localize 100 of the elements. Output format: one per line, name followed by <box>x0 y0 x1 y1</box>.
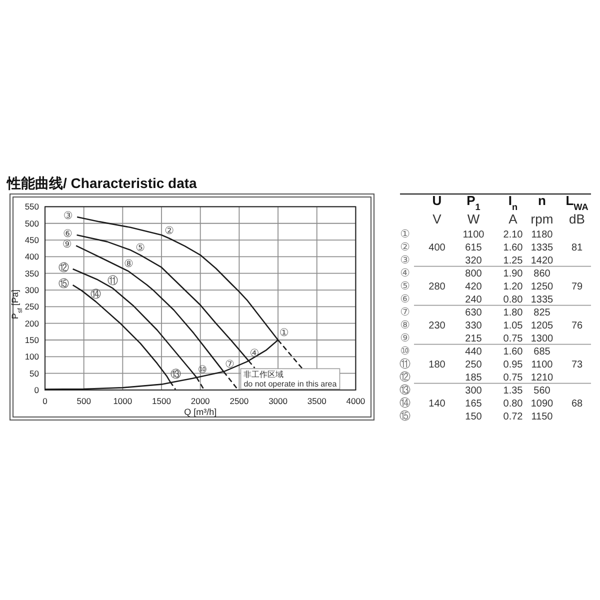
x-axis-title: Q [m³/h] <box>184 407 217 417</box>
annotation: ⑭ <box>90 287 102 300</box>
annotation: 非工作区域 do not operate in this area <box>244 370 338 388</box>
category-label: P$_{1}$ W <box>466 193 480 226</box>
text: 300 <box>465 385 482 396</box>
text: 440 <box>465 346 482 358</box>
x-tick-label: 1500 <box>152 396 172 406</box>
text: 180 <box>428 359 446 370</box>
x-tick-label: 0 <box>42 396 48 406</box>
y-tick-label: 50 <box>30 368 40 378</box>
y-tick-label: 150 <box>24 335 40 346</box>
text: 0.75 <box>503 333 523 344</box>
category-label: ② <box>400 241 410 254</box>
text: 400 <box>428 242 446 254</box>
text: 1335 <box>530 242 554 254</box>
annotation: ⑨ <box>62 238 72 250</box>
annotation: ⑦ <box>224 358 234 370</box>
text: 1.05 <box>503 320 523 332</box>
text: 68 <box>571 398 583 410</box>
text: 81 <box>571 242 583 254</box>
x-tick-label: 1000 <box>113 396 132 406</box>
text: 615 <box>465 242 482 254</box>
text: 1150 <box>531 411 553 422</box>
text: 800 <box>465 268 482 280</box>
text: 1300 <box>530 333 554 344</box>
x-tick-label: 2500 <box>230 396 249 406</box>
text: 240 <box>465 294 482 306</box>
text: 1180 <box>531 229 553 240</box>
text: 230 <box>428 320 446 332</box>
text: 685 <box>534 346 550 358</box>
category-label: ⑨ <box>400 332 410 344</box>
text: 1.80 <box>503 307 523 318</box>
y-tick-label: 250 <box>24 302 40 312</box>
annotation: ① <box>279 326 289 339</box>
y-tick-label: 0 <box>34 385 40 395</box>
category-label: ⑬ <box>400 384 410 396</box>
y-tick-label: 350 <box>24 268 40 278</box>
x-tick-label: 2000 <box>190 396 210 406</box>
text: 320 <box>465 255 482 266</box>
text: 1335 <box>530 294 554 306</box>
x-tick-label: 3500 <box>307 396 327 406</box>
category-label: ⑤ <box>400 280 410 292</box>
text: 1.60 <box>503 242 523 254</box>
y-tick-label: 200 <box>24 318 40 328</box>
text: 1250 <box>530 281 554 292</box>
y-tick-label: 100 <box>24 352 40 362</box>
text: 420 <box>465 281 482 292</box>
annotation: ⑤ <box>136 242 146 254</box>
annotation: ⑪ <box>107 274 118 288</box>
x-tick-label: 500 <box>76 396 92 406</box>
text: 825 <box>534 307 550 318</box>
category-label: n rpm <box>530 193 554 226</box>
text: 1420 <box>530 255 554 266</box>
annotation: ⑥ <box>63 228 72 240</box>
text: 560 <box>534 385 550 396</box>
text: 79 <box>571 281 583 292</box>
text: 1.20 <box>503 281 523 292</box>
y-tick-label: 550 <box>24 202 40 212</box>
text: 0.95 <box>503 359 523 370</box>
text: 73 <box>571 359 583 370</box>
chart-title: 性能曲线/ Characteristic data <box>6 175 198 191</box>
category-label: U V <box>432 193 442 226</box>
y-tick-label: 300 <box>24 285 40 296</box>
text: 1100 <box>531 359 553 370</box>
category-label: L$_{WA}$ dB <box>566 193 589 226</box>
category-label: ⑭ <box>400 397 410 410</box>
text: 1.35 <box>503 385 523 396</box>
y-tick-label: 500 <box>24 218 40 228</box>
annotation: ② <box>164 225 174 238</box>
text: 1090 <box>530 398 554 410</box>
annotation: ⑮ <box>58 276 70 290</box>
text: 76 <box>571 320 583 332</box>
text: 250 <box>465 359 482 370</box>
category-label: ⑪ <box>400 358 410 370</box>
text: 215 <box>465 333 482 344</box>
text: 1205 <box>530 320 554 332</box>
category-label: I$_{n}$ A <box>508 193 518 226</box>
annotation: ③ <box>63 210 73 222</box>
text: 1210 <box>530 372 554 384</box>
category-label: ⑫ <box>400 371 410 384</box>
category-label: ④ <box>400 267 410 280</box>
text: 0.72 <box>503 411 523 422</box>
text: 860 <box>534 268 550 280</box>
annotation: ⑧ <box>124 258 134 270</box>
category-label: ⑦ <box>400 306 410 318</box>
text: 280 <box>428 281 446 292</box>
x-tick-label: 3000 <box>268 396 288 406</box>
category-label: ⑥ <box>400 293 410 306</box>
text: 0.80 <box>503 398 523 410</box>
text: 0.75 <box>503 372 523 384</box>
annotation: ④ <box>250 347 260 360</box>
text: 185 <box>465 372 482 384</box>
text: 1.60 <box>503 346 523 358</box>
category-label: ⑩ <box>400 345 410 358</box>
text: 2.10 <box>503 229 523 240</box>
text: 330 <box>465 320 482 332</box>
text: 1.90 <box>503 268 523 280</box>
text: 0.80 <box>503 294 523 306</box>
category-label: ① <box>400 228 410 240</box>
category-label: ⑮ <box>400 410 410 422</box>
